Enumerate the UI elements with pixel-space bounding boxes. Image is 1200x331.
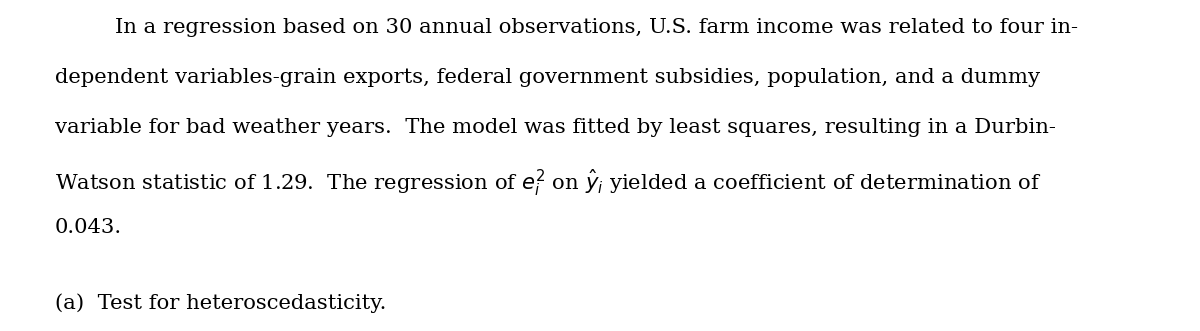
Text: dependent variables-grain exports, federal government subsidies, population, and: dependent variables-grain exports, feder… [55, 68, 1040, 87]
Text: In a regression based on 30 annual observations, U.S. farm income was related to: In a regression based on 30 annual obser… [115, 18, 1078, 37]
Text: 0.043.: 0.043. [55, 218, 122, 237]
Text: (a)  Test for heteroscedasticity.: (a) Test for heteroscedasticity. [55, 293, 386, 313]
Text: variable for bad weather years.  The model was fitted by least squares, resultin: variable for bad weather years. The mode… [55, 118, 1056, 137]
Text: Watson statistic of 1.29.  The regression of $e_i^2$ on $\hat{y}_i$ yielded a co: Watson statistic of 1.29. The regression… [55, 168, 1042, 199]
